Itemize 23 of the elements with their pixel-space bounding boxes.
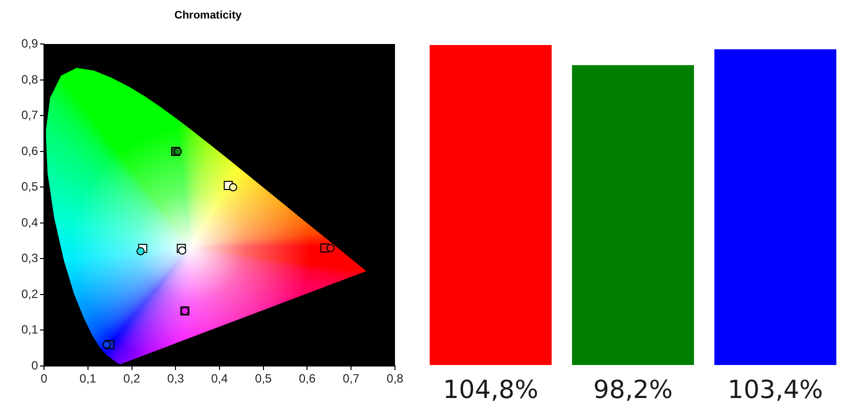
y-tick-label: 0,9 <box>21 36 38 51</box>
x-tick-label: 0 <box>40 372 48 386</box>
y-tick-label: 0,7 <box>21 108 38 122</box>
y-tick-label: 0,2 <box>21 286 38 301</box>
x-tick-label: 0,2 <box>123 372 140 386</box>
data-label: 103,4% <box>728 375 823 404</box>
y-tick-label: 0,3 <box>21 251 38 266</box>
data-label: 98,2% <box>593 375 673 404</box>
x-tick-label: 0,6 <box>298 372 316 386</box>
y-tick-label: 0,6 <box>21 144 38 158</box>
y-tick-label: 0 <box>31 358 38 372</box>
y-tick-label: 0,8 <box>21 72 38 86</box>
data-label: 104,8% <box>443 375 538 404</box>
x-tick-label: 0,8 <box>386 372 404 386</box>
chart-title: Chromaticity <box>174 10 242 22</box>
y-tick-label: 0,4 <box>21 215 38 230</box>
x-tick-label: 0,7 <box>342 372 360 386</box>
x-tick-label: 0,5 <box>255 372 272 386</box>
x-tick-label: 0,3 <box>167 372 184 386</box>
x-tick-label: 0,1 <box>80 372 97 386</box>
y-tick-label: 0,1 <box>21 322 38 337</box>
x-tick-label: 0,4 <box>211 372 228 386</box>
y-tick-label: 0,5 <box>21 180 38 194</box>
